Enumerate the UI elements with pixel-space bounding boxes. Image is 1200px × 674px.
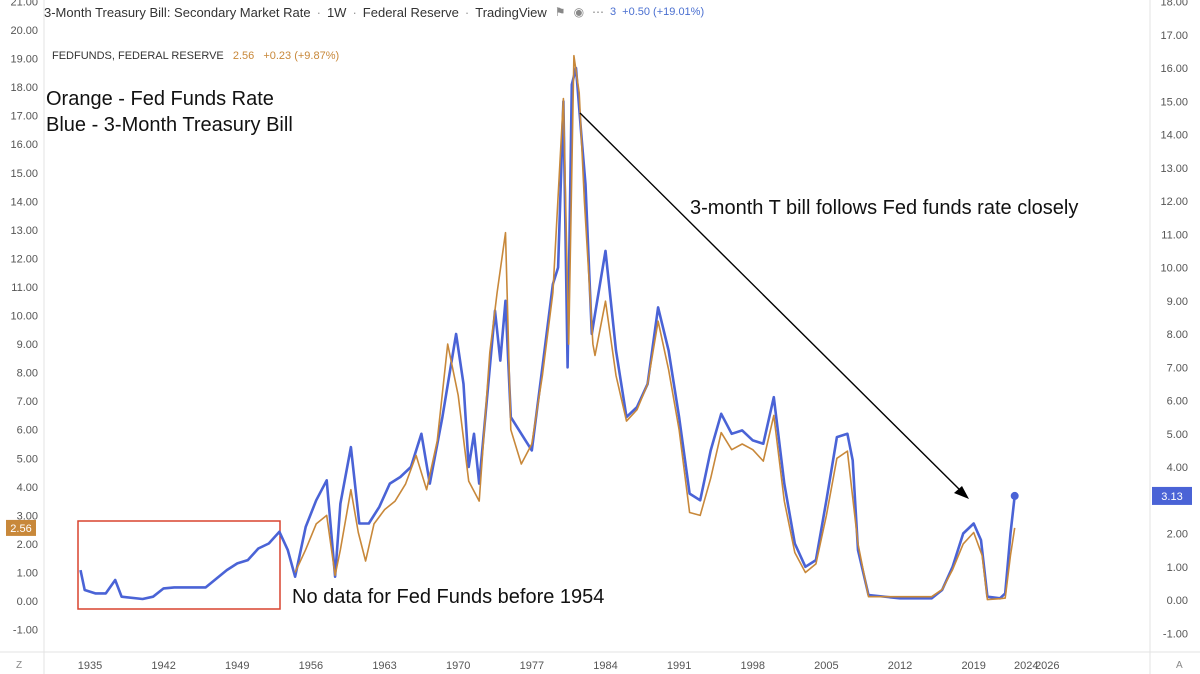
left-tick-label: 11.00 [11,282,38,294]
left-tick-label: 12.00 [10,253,38,265]
x-tick-label: 1963 [372,660,396,672]
right-tick-label: 17.00 [1160,30,1188,42]
annotation-no-data-text: No data for Fed Funds before 1954 [292,586,605,608]
right-tick-label: 14.00 [1160,130,1188,142]
x-tick-label: 1977 [520,660,544,672]
platform-label: TradingView [475,4,547,20]
x-tick-label: 1949 [225,660,249,672]
x-tick-label: 1991 [667,660,691,672]
left-tick-label: 3.00 [17,510,38,522]
x-tick-label: 2019 [961,660,985,672]
fedfunds-legend-change: +0.23 (+9.87%) [263,50,340,62]
left-tick-label: 0.00 [17,596,38,608]
right-tick-label: 15.00 [1160,96,1188,108]
right-tick-label: 5.00 [1167,429,1188,441]
right-tick-label: -1.00 [1163,628,1188,640]
right-tick-label: 1.00 [1167,562,1188,574]
no-data-highlight-box [77,520,281,610]
left-tick-label: 10.00 [10,311,38,323]
x-tick-label: 1956 [299,660,323,672]
right-tick-label: 6.00 [1167,396,1188,408]
right-tick-label: 11.00 [1161,229,1188,241]
right-tick-label: 0.00 [1167,595,1188,607]
right-tick-label: 16.00 [1160,63,1188,75]
x-tick-label: 2026 [1035,660,1059,672]
fedfunds-legend[interactable]: FEDFUNDS, FEDERAL RESERVE 2.56 +0.23 (+9… [52,50,339,62]
fedfunds-line[interactable] [294,54,1016,601]
left-tick-label: 8.00 [17,368,38,380]
left-tick-label: 4.00 [17,482,38,494]
chart-title: 3-Month Treasury Bill: Secondary Market … [44,4,311,20]
left-tick-label: 16.00 [10,139,38,151]
right-tick-label: 13.00 [1160,163,1188,175]
right-tick-label: 10.00 [1160,263,1188,275]
right-price-axis[interactable]: 18.00 17.00 16.00 15.00 14.00 13.00 12.00 11.00… [1160,0,1188,640]
left-tick-label: 5.00 [17,453,38,465]
right-tick-label: 12.00 [1160,196,1188,208]
series-layer [79,54,1019,601]
left-tick-label: -1.00 [13,625,38,637]
left-tick-label: 19.00 [10,54,38,66]
right-tick-label: 9.00 [1167,296,1188,308]
source-label: Federal Reserve [362,4,459,20]
fedfunds-legend-value: 2.56 [232,50,255,62]
left-price-badge [6,519,36,536]
x-tick-label: 2024 [1014,660,1038,672]
left-price-badge-text: 2.56 [10,523,31,535]
legend-note-orange: Orange - Fed Funds Rate [46,88,274,110]
price-badges: 2.56 3.13 [6,486,1192,536]
more-dots-icon[interactable]: ⋯ [592,5,605,19]
left-tick-label: 9.00 [17,339,38,351]
left-tick-label: 17.00 [10,111,38,123]
left-tick-label: 18.00 [10,82,38,94]
left-tick-label: 15.00 [10,168,38,180]
x-tick-label: 2005 [814,660,838,672]
annotation-follows-text: 3-month T bill follows Fed funds rate cl… [690,197,1079,219]
x-tick-label: 1984 [593,660,617,672]
annotation-arrow-head [954,486,969,499]
left-tick-label: 13.00 [10,225,38,237]
left-corner-label[interactable]: Z [16,660,23,671]
chart-header: 3-Month Treasury Bill: Secondary Market … [44,4,705,20]
tbill-line[interactable] [79,66,1016,601]
right-corner-label[interactable]: A [1176,660,1183,671]
right-tick-label: 18.00 [1160,0,1188,9]
left-tick-label: 21.00 [10,0,38,8]
header-change: +0.50 (+19.01%) [622,6,705,18]
left-tick-label: 7.00 [17,396,38,408]
right-price-badge-text: 3.13 [1161,491,1182,503]
x-tick-label: 1942 [151,660,175,672]
legend-note-blue: Blue - 3-Month Treasury Bill [46,114,293,136]
x-tick-label: 1998 [741,660,765,672]
annotation-arrow-line [579,112,965,495]
interval-label[interactable]: 1W [326,4,347,20]
x-tick-label: 1935 [78,660,102,672]
x-tick-label: 1970 [446,660,470,672]
eye-icon[interactable]: ◉ [573,5,585,19]
flag-icon[interactable]: ⚑ [554,5,566,19]
right-tick-label: 2.00 [1167,529,1188,541]
time-axis[interactable]: 1935 1942 1949 1956 1963 1970 1977 1984 1991 1998… [78,660,1060,672]
right-price-badge [1152,486,1192,505]
left-tick-label: 1.00 [17,567,38,579]
x-tick-label: 2012 [888,660,912,672]
left-tick-label: 2.00 [17,539,38,551]
left-tick-label: 14.00 [10,196,38,208]
right-tick-label: 7.00 [1167,362,1188,374]
tbill-last-point[interactable] [1010,491,1019,500]
left-tick-label: 6.00 [17,425,38,437]
right-tick-label: 4.00 [1167,462,1188,474]
fedfunds-legend-name: FEDFUNDS, FEDERAL RESERVE [52,50,224,62]
right-tick-label: 8.00 [1167,329,1188,341]
left-price-axis[interactable]: 21.00 20.00 19.00 18.00 17.00 16.00 15.00 14.00… [10,0,38,637]
left-tick-label: 20.00 [10,25,38,37]
header-count: 3 [610,6,617,18]
